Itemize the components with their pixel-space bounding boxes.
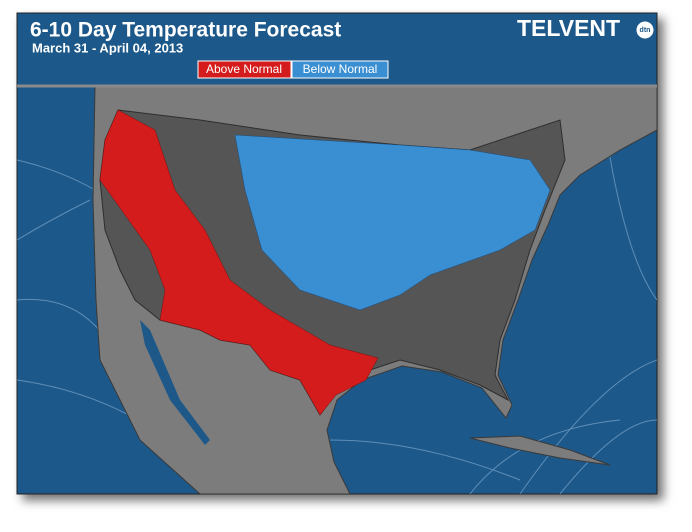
below-normal-region — [234, 134, 551, 311]
subtitle: March 31 - April 04, 2013 — [32, 40, 183, 55]
legend-swatch — [197, 60, 292, 79]
legend-label: Above Normal — [206, 62, 282, 76]
logo-badge-text: dtn — [640, 27, 651, 34]
above-normal-region — [99, 109, 379, 416]
logo: TELVENT — [517, 15, 620, 41]
baja — [140, 320, 210, 445]
map — [17, 84, 657, 494]
title: 6-10 Day Temperature Forecast — [30, 19, 341, 42]
legend-swatch — [291, 60, 389, 79]
logo-badge — [635, 20, 655, 40]
cuba — [469, 435, 611, 466]
legend-label: Below Normal — [303, 62, 378, 76]
